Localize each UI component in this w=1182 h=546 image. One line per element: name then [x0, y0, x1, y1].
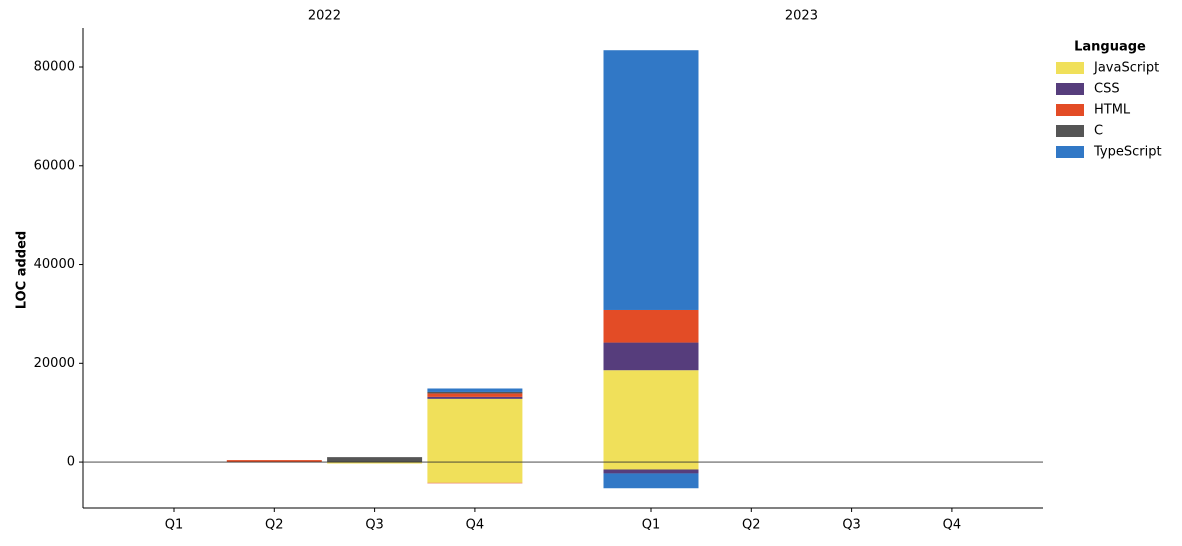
bar-segment [604, 50, 699, 310]
group-label: 2022 [308, 9, 341, 24]
bar-segment [604, 462, 699, 469]
bar-segment [427, 388, 522, 391]
bar-segment [604, 310, 699, 343]
bar-segment [604, 469, 699, 473]
legend-label: C [1094, 124, 1103, 139]
bar-segment [604, 343, 699, 371]
x-tick-label: Q4 [466, 518, 485, 533]
legend-swatch [1056, 146, 1084, 158]
x-tick-label: Q1 [642, 518, 661, 533]
bar-segment [327, 457, 422, 462]
legend-label: HTML [1094, 103, 1131, 118]
legend-swatch [1056, 83, 1084, 95]
bar-segment [427, 399, 522, 462]
y-tick-label: 0 [67, 455, 75, 470]
y-axis-label: LOC added [15, 231, 30, 309]
x-tick-label: Q3 [842, 518, 861, 533]
bar-segment [427, 397, 522, 399]
x-tick-label: Q1 [165, 518, 184, 533]
bar-segment [604, 370, 699, 462]
x-tick-label: Q3 [365, 518, 384, 533]
legend-swatch [1056, 62, 1084, 74]
y-tick-label: 40000 [34, 257, 75, 272]
legend-swatch [1056, 125, 1084, 137]
legend-label: CSS [1094, 82, 1120, 97]
bar-segment [604, 473, 699, 488]
y-tick-label: 20000 [34, 356, 75, 371]
y-tick-label: 60000 [34, 158, 75, 173]
x-tick-label: Q4 [943, 518, 962, 533]
legend-label: JavaScript [1093, 61, 1159, 76]
bar-segment [427, 393, 522, 396]
legend-label: TypeScript [1093, 145, 1162, 160]
x-tick-label: Q2 [742, 518, 761, 533]
y-tick-label: 80000 [34, 60, 75, 75]
bar-segment [427, 462, 522, 483]
legend-title: Language [1074, 40, 1146, 55]
x-tick-label: Q2 [265, 518, 284, 533]
legend-swatch [1056, 104, 1084, 116]
bar-segment [427, 392, 522, 393]
group-label: 2023 [785, 9, 818, 24]
